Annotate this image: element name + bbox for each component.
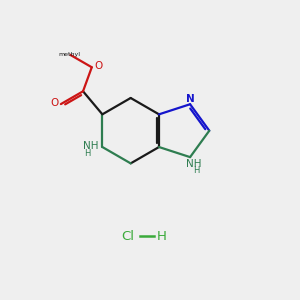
Text: NH: NH <box>186 159 201 169</box>
Text: methyl: methyl <box>58 52 80 57</box>
Text: H: H <box>194 166 200 175</box>
Text: H: H <box>84 149 90 158</box>
Text: NH: NH <box>83 141 99 152</box>
Text: H: H <box>157 230 167 243</box>
Text: O: O <box>94 61 102 71</box>
Text: N: N <box>186 94 194 104</box>
Text: O: O <box>50 98 58 109</box>
Text: Cl: Cl <box>121 230 134 243</box>
